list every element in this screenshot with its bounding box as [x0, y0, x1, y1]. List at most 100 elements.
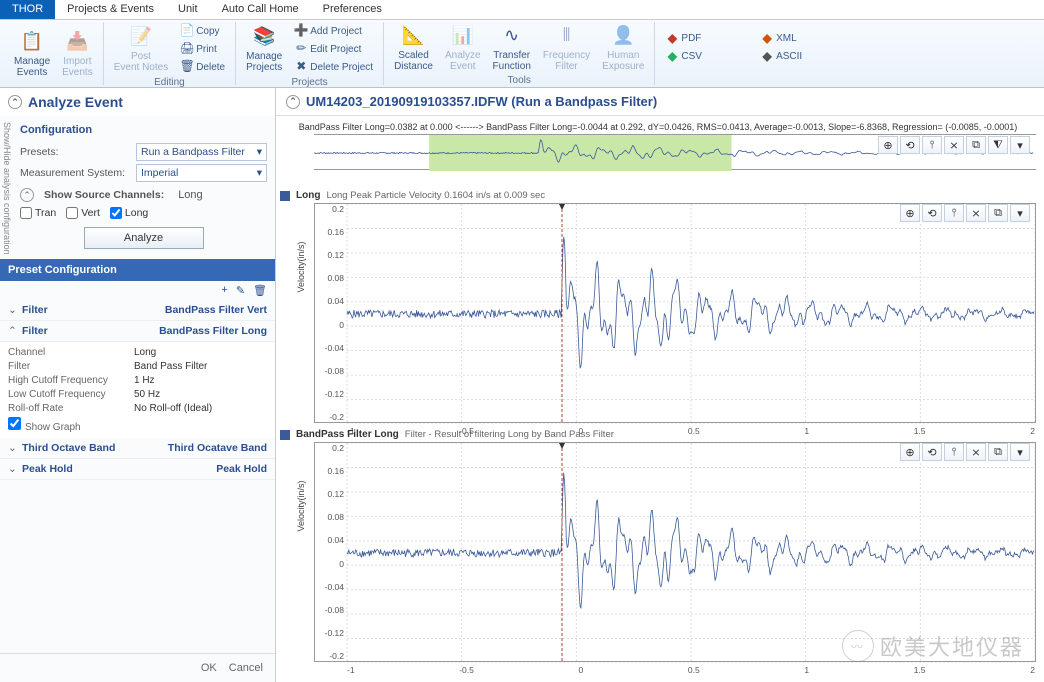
chart-tool-0[interactable]: ⊕ — [900, 443, 920, 461]
frequency-filter-button: ⫴FrequencyFilter — [539, 22, 594, 74]
detail-value: 50 Hz — [134, 389, 160, 400]
presets-label: Presets: — [20, 146, 130, 158]
analyze-event-header: ⌃ Analyze Event — [0, 88, 275, 116]
channel-vert-checkbox[interactable]: Vert — [66, 207, 100, 219]
show-source-label: Show Source Channels: — [44, 189, 164, 201]
chart-tool-5[interactable]: ⧨ — [988, 136, 1008, 154]
tab-preferences[interactable]: Preferences — [311, 0, 394, 19]
export-pdf-button[interactable]: ◆PDF — [661, 30, 756, 48]
series-color-box — [280, 191, 290, 201]
main-tabs: THORProjects & EventsUnitAuto Call HomeP… — [0, 0, 1044, 20]
x-tick: 1.5 — [914, 665, 926, 675]
csv-icon: ◆ — [665, 50, 679, 64]
channel-long-checkbox[interactable]: Long — [110, 207, 148, 219]
copy-icon: 📄 — [180, 24, 194, 38]
ok-button[interactable]: OK — [201, 662, 217, 674]
x-tick: 1 — [804, 665, 809, 675]
chart-tool-2[interactable]: ⫯ — [944, 443, 964, 461]
copy-button[interactable]: 📄Copy — [176, 22, 229, 40]
chart-tool-2[interactable]: ⫯ — [922, 136, 942, 154]
chart-tool-2[interactable]: ⫯ — [944, 204, 964, 222]
channel-tran-checkbox[interactable]: Tran — [20, 207, 56, 219]
measurement-label: Measurement System: — [20, 167, 130, 179]
human-exposure-button: 👤HumanExposure — [598, 22, 648, 74]
detail-label: Channel — [8, 347, 128, 358]
frequency-filter-icon: ⫴ — [555, 24, 579, 48]
detail-label: Filter — [8, 361, 128, 372]
series-name: BandPass Filter Long — [296, 429, 399, 440]
filter-row[interactable]: ⌄FilterBandPass Filter Vert — [0, 300, 275, 321]
tab-unit[interactable]: Unit — [166, 0, 210, 19]
expand-icon[interactable]: ⌄ — [8, 442, 22, 454]
export-xml-button[interactable]: ◆XML — [756, 30, 851, 48]
import-events-icon: 📥 — [65, 30, 89, 54]
filter-row[interactable]: ⌃FilterBandPass Filter Long — [0, 321, 275, 342]
tab-auto-call-home[interactable]: Auto Call Home — [210, 0, 311, 19]
analyze-button[interactable]: Analyze — [84, 227, 204, 249]
detail-label: Low Cutoff Frequency — [8, 389, 128, 400]
show-graph-checkbox[interactable]: Show Graph — [8, 417, 128, 433]
detail-label: High Cutoff Frequency — [8, 375, 128, 386]
chart-tool-3[interactable]: ⨯ — [944, 136, 964, 154]
delete-button[interactable]: 🗑Delete — [176, 58, 229, 76]
left-panel: ⌃ Analyze Event Show/Hide analysis confi… — [0, 88, 276, 682]
chart-menu[interactable]: ▾ — [1010, 136, 1030, 154]
manage-events-button[interactable]: 📋ManageEvents — [10, 28, 54, 80]
waveform-chart[interactable] — [315, 204, 1035, 424]
delete-project-button[interactable]: ✖Delete Project — [290, 58, 377, 76]
detail-value: No Roll-off (Ideal) — [134, 403, 212, 414]
expand-icon[interactable]: ⌄ — [8, 463, 22, 475]
x-tick: 0 — [579, 665, 584, 675]
expand-icon[interactable]: ⌃ — [20, 188, 34, 202]
pdf-icon: ◆ — [665, 32, 679, 46]
chart-tool-4[interactable]: ⧉ — [966, 136, 986, 154]
add-icon[interactable]: + — [221, 284, 227, 297]
side-toggle-text[interactable]: Show/Hide analysis configuration — [0, 120, 14, 257]
chart-title: ⌃ UM14203_20190919103357.IDFW (Run a Ban… — [276, 88, 1044, 116]
chart-tool-1[interactable]: ⟲ — [900, 136, 920, 154]
edit-project-icon: ✏ — [294, 42, 308, 56]
export-csv-button[interactable]: ◆CSV — [661, 48, 756, 66]
tab-thor[interactable]: THOR — [0, 0, 55, 19]
print-icon: 🖨 — [180, 42, 194, 56]
cancel-button[interactable]: Cancel — [229, 662, 263, 674]
ribbon-group-label: Projects — [292, 76, 328, 88]
filter-row[interactable]: ⌄Peak HoldPeak Hold — [0, 459, 275, 480]
tab-projects-events[interactable]: Projects & Events — [55, 0, 166, 19]
chart-tool-0[interactable]: ⊕ — [878, 136, 898, 154]
chart-menu[interactable]: ▾ — [1010, 443, 1030, 461]
analyze-event-icon: 📊 — [451, 24, 475, 48]
scaled-distance-icon: 📐 — [402, 24, 426, 48]
manage-projects-button[interactable]: 📚ManageProjects — [242, 23, 286, 75]
collapse-icon[interactable]: ⌃ — [8, 95, 22, 109]
collapse-icon[interactable]: ⌃ — [8, 325, 22, 337]
print-button[interactable]: 🖨Print — [176, 40, 229, 58]
show-source-value: Long — [178, 189, 202, 201]
collapse-icon[interactable]: ⌃ — [286, 95, 300, 109]
add-project-button[interactable]: ➕Add Project — [290, 22, 377, 40]
chart-tool-4[interactable]: ⧉ — [988, 443, 1008, 461]
delete-project-icon: ✖ — [294, 60, 308, 74]
edit-icon[interactable]: ✎ — [236, 284, 245, 297]
manage-events-icon: 📋 — [20, 30, 44, 54]
edit-project-button[interactable]: ✏Edit Project — [290, 40, 377, 58]
filter-row[interactable]: ⌄Third Octave BandThird Ocatave Band — [0, 438, 275, 459]
chart-tool-1[interactable]: ⟲ — [922, 443, 942, 461]
export-ascii-button[interactable]: ◆ASCII — [756, 48, 851, 66]
chart-tool-4[interactable]: ⧉ — [988, 204, 1008, 222]
x-tick: 0.5 — [688, 665, 700, 675]
transfer-function-button[interactable]: ∿TransferFunction — [489, 22, 535, 74]
scaled-distance-button[interactable]: 📐ScaledDistance — [390, 22, 437, 74]
chart-tool-0[interactable]: ⊕ — [900, 204, 920, 222]
chart-tool-3[interactable]: ⨯ — [966, 443, 986, 461]
measurement-select[interactable]: Imperial▾ — [136, 164, 267, 182]
delete-icon[interactable]: 🗑 — [253, 284, 267, 297]
ribbon: 📋ManageEvents📥ImportEvents📝PostEvent Not… — [0, 20, 1044, 88]
chart-tool-3[interactable]: ⨯ — [966, 204, 986, 222]
chart-tool-1[interactable]: ⟲ — [922, 204, 942, 222]
presets-select[interactable]: Run a Bandpass Filter▾ — [136, 143, 267, 161]
expand-icon[interactable]: ⌄ — [8, 304, 22, 316]
series-subtitle: Filter - Result of filtering Long by Ban… — [405, 429, 614, 440]
right-panel: ⌃ UM14203_20190919103357.IDFW (Run a Ban… — [276, 88, 1044, 682]
chart-menu[interactable]: ▾ — [1010, 204, 1030, 222]
